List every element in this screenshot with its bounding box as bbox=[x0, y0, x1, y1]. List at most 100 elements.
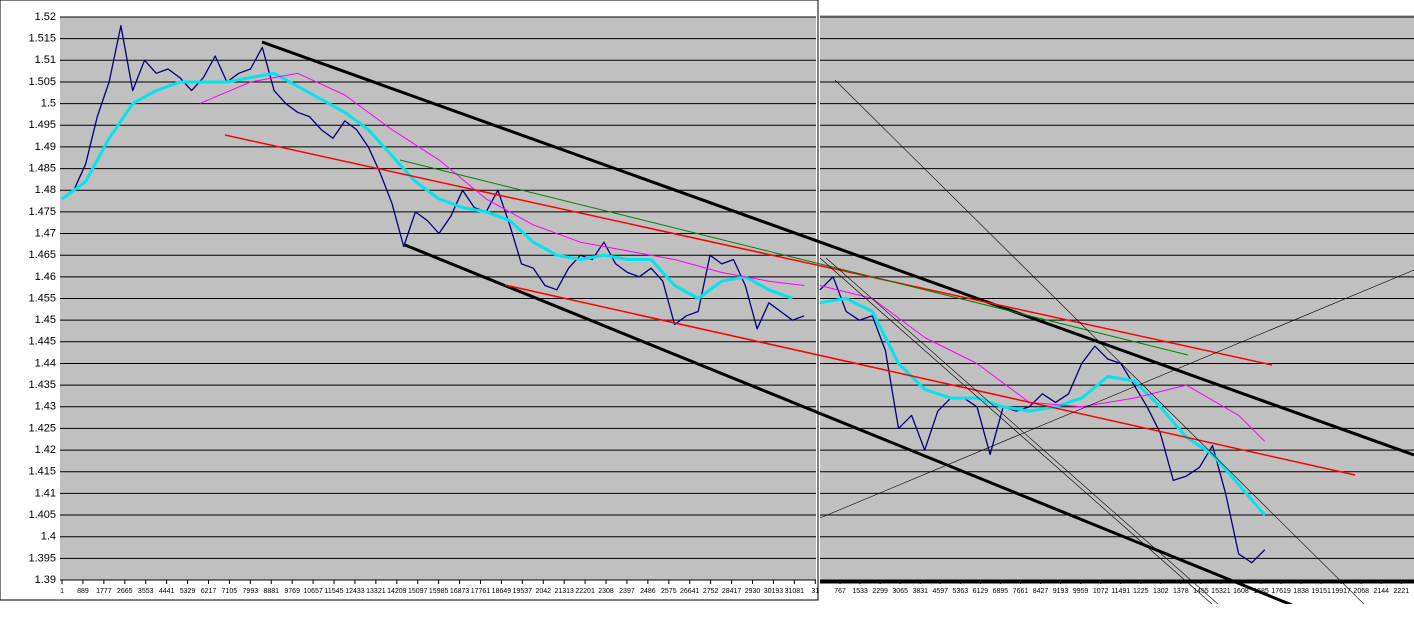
x-tick-label: 2299 bbox=[872, 588, 888, 595]
x-tick-label: 15985 bbox=[429, 588, 449, 595]
x-tick-label: 22201 bbox=[575, 588, 595, 595]
price-line bbox=[819, 297, 1266, 516]
series-layer bbox=[61, 25, 1266, 564]
trend-lines bbox=[224, 40, 1414, 620]
x-tick-label: 3831 bbox=[912, 588, 928, 595]
x-tick-label: 1 bbox=[60, 588, 64, 595]
y-tick-label: 1.425 bbox=[28, 422, 56, 434]
y-tick-label: 1.485 bbox=[28, 162, 56, 174]
y-tick-label: 1.415 bbox=[28, 466, 56, 478]
x-tick-label: 8881 bbox=[263, 588, 279, 595]
x-tick-label: 18649 bbox=[492, 588, 512, 595]
y-tick-label: 1.39 bbox=[35, 574, 56, 586]
thin-line bbox=[834, 79, 1381, 620]
x-tick-label: 17761 bbox=[471, 588, 491, 595]
price-line bbox=[61, 25, 805, 330]
y-tick-label: 1.435 bbox=[28, 379, 56, 391]
x-tick-label: 1455 bbox=[1193, 588, 1209, 595]
x-tick-label: 2397 bbox=[619, 588, 635, 595]
x-tick-label: 12433 bbox=[345, 588, 365, 595]
thin-line bbox=[819, 257, 1231, 620]
x-tick-label: 13321 bbox=[366, 588, 386, 595]
x-tick-label: 2486 bbox=[640, 588, 656, 595]
x-tick-label: 11545 bbox=[325, 588, 344, 595]
y-tick-label: 1.44 bbox=[35, 357, 56, 369]
y-tick-label: 1.465 bbox=[28, 249, 56, 261]
x-tick-label: 19917 bbox=[1331, 588, 1351, 595]
x-tick-label: 2930 bbox=[745, 588, 761, 595]
x-tick-label: 1072 bbox=[1093, 588, 1109, 595]
y-tick-label: 1.45 bbox=[35, 314, 56, 326]
y-tick-label: 1.455 bbox=[28, 292, 56, 304]
x-tick-label: 2042 bbox=[535, 588, 551, 595]
y-tick-label: 1.475 bbox=[28, 206, 56, 218]
x-tick-label: 2308 bbox=[598, 588, 614, 595]
price-line bbox=[199, 72, 805, 286]
x-tick-label: 5363 bbox=[953, 588, 969, 595]
x-tick-label: 30193 bbox=[764, 588, 784, 595]
y-tick-label: 1.41 bbox=[35, 487, 56, 499]
y-tick-label: 1.395 bbox=[28, 552, 56, 564]
y-tick-label: 1.505 bbox=[28, 76, 56, 88]
x-tick-label: 19537 bbox=[513, 588, 533, 595]
price-line bbox=[819, 285, 1266, 442]
thin-line bbox=[819, 269, 1414, 519]
x-tick-label: 767 bbox=[834, 588, 846, 595]
y-tick-label: 1.47 bbox=[35, 227, 56, 239]
x-tick-label: 2752 bbox=[703, 588, 719, 595]
y-tick-label: 1.46 bbox=[35, 271, 56, 283]
x-tick-label: 1838 bbox=[1293, 588, 1309, 595]
x-tick-label: 2575 bbox=[661, 588, 677, 595]
x-tick-label: 31 bbox=[811, 588, 819, 595]
x-tick-label: 3065 bbox=[892, 588, 908, 595]
red-trend-line bbox=[224, 134, 1273, 366]
channel-line bbox=[261, 40, 1414, 457]
green-trend-line bbox=[399, 159, 1189, 356]
x-tick-label: 1378 bbox=[1173, 588, 1189, 595]
x-tick-label: 17619 bbox=[1271, 588, 1291, 595]
x-tick-label: 26641 bbox=[680, 588, 700, 595]
x-tick-label: 2221 bbox=[1394, 588, 1410, 595]
x-tick-label: 889 bbox=[77, 588, 89, 595]
y-tick-label: 1.405 bbox=[28, 509, 56, 521]
x-tick-label: 6217 bbox=[201, 588, 217, 595]
y-tick-label: 1.515 bbox=[28, 33, 56, 45]
x-tick-label: 2665 bbox=[117, 588, 133, 595]
y-tick-label: 1.52 bbox=[35, 11, 56, 23]
x-tick-label: 6129 bbox=[973, 588, 989, 595]
x-tick-label: 9959 bbox=[1073, 588, 1089, 595]
x-tick-label: 8427 bbox=[1033, 588, 1049, 595]
red-trend-line bbox=[504, 284, 1356, 476]
y-tick-label: 1.51 bbox=[35, 54, 56, 66]
y-tick-label: 1.495 bbox=[28, 119, 56, 131]
x-tick-label: 5329 bbox=[180, 588, 196, 595]
x-tick-label: 31081 bbox=[785, 588, 805, 595]
x-tick-label: 6895 bbox=[993, 588, 1009, 595]
x-tick-label: 7993 bbox=[243, 588, 259, 595]
x-tick-label: 2068 bbox=[1353, 588, 1369, 595]
x-tick-label: 16873 bbox=[450, 588, 470, 595]
x-tick-label: 21313 bbox=[554, 588, 574, 595]
y-tick-label: 1.43 bbox=[35, 401, 56, 413]
x-tick-label: 9193 bbox=[1053, 588, 1069, 595]
x-tick-label: 1777 bbox=[96, 588, 112, 595]
thin-line bbox=[825, 257, 1237, 620]
y-tick-label: 1.445 bbox=[28, 336, 56, 348]
y-tick-label: 1.48 bbox=[35, 184, 56, 196]
x-tick-label: 1302 bbox=[1153, 588, 1169, 595]
y-tick-label: 1.49 bbox=[35, 141, 56, 153]
x-tick-label: 14209 bbox=[387, 588, 407, 595]
x-tick-label: 4441 bbox=[159, 588, 175, 595]
x-tick-label: 10657 bbox=[303, 588, 323, 595]
price-line bbox=[61, 71, 793, 300]
x-tick-label: 7661 bbox=[1013, 588, 1029, 595]
channel-line bbox=[404, 243, 1293, 607]
x-tick-label: 28417 bbox=[722, 588, 742, 595]
x-tick-label: 2144 bbox=[1373, 588, 1389, 595]
x-tick-label: 7105 bbox=[222, 588, 238, 595]
x-tick-label: 11491 bbox=[1111, 588, 1130, 595]
x-tick-label: 1608 bbox=[1233, 588, 1249, 595]
x-tick-label: 9769 bbox=[284, 588, 300, 595]
status-strip bbox=[0, 604, 1414, 620]
